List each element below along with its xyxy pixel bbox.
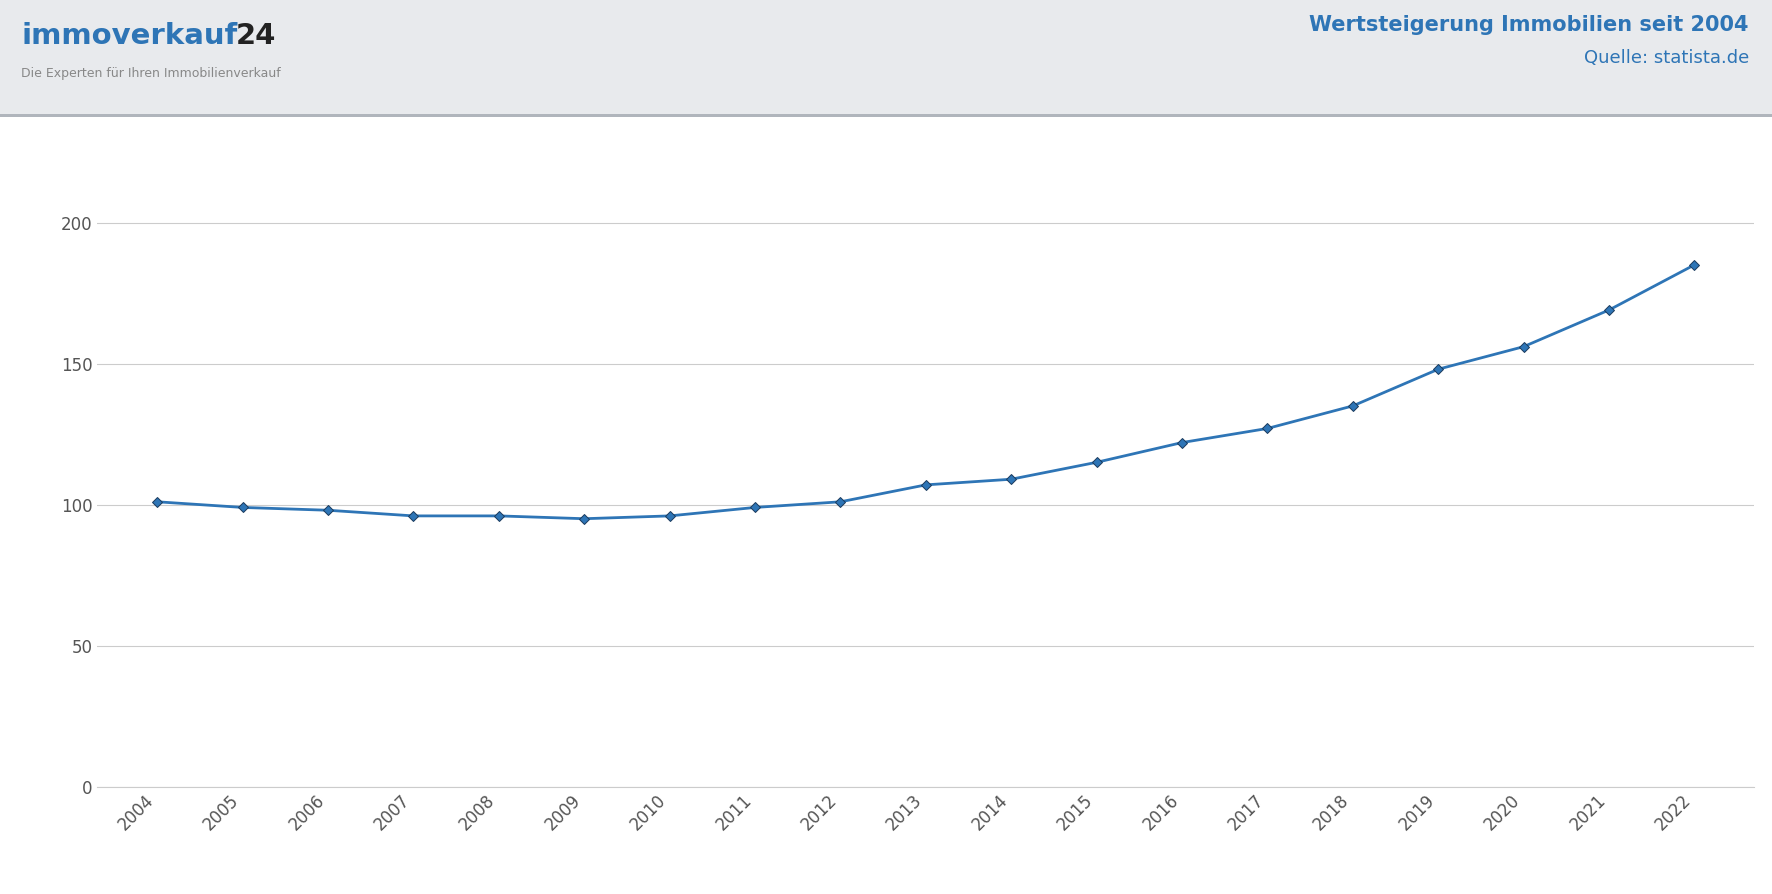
Text: Die Experten für Ihren Immobilienverkauf: Die Experten für Ihren Immobilienverkauf [21,67,282,80]
Text: 24: 24 [236,22,276,50]
Text: Wertsteigerung Immobilien seit 2004: Wertsteigerung Immobilien seit 2004 [1310,15,1749,35]
Text: Quelle: statista.de: Quelle: statista.de [1584,49,1749,67]
Text: immoverkauf: immoverkauf [21,22,237,50]
